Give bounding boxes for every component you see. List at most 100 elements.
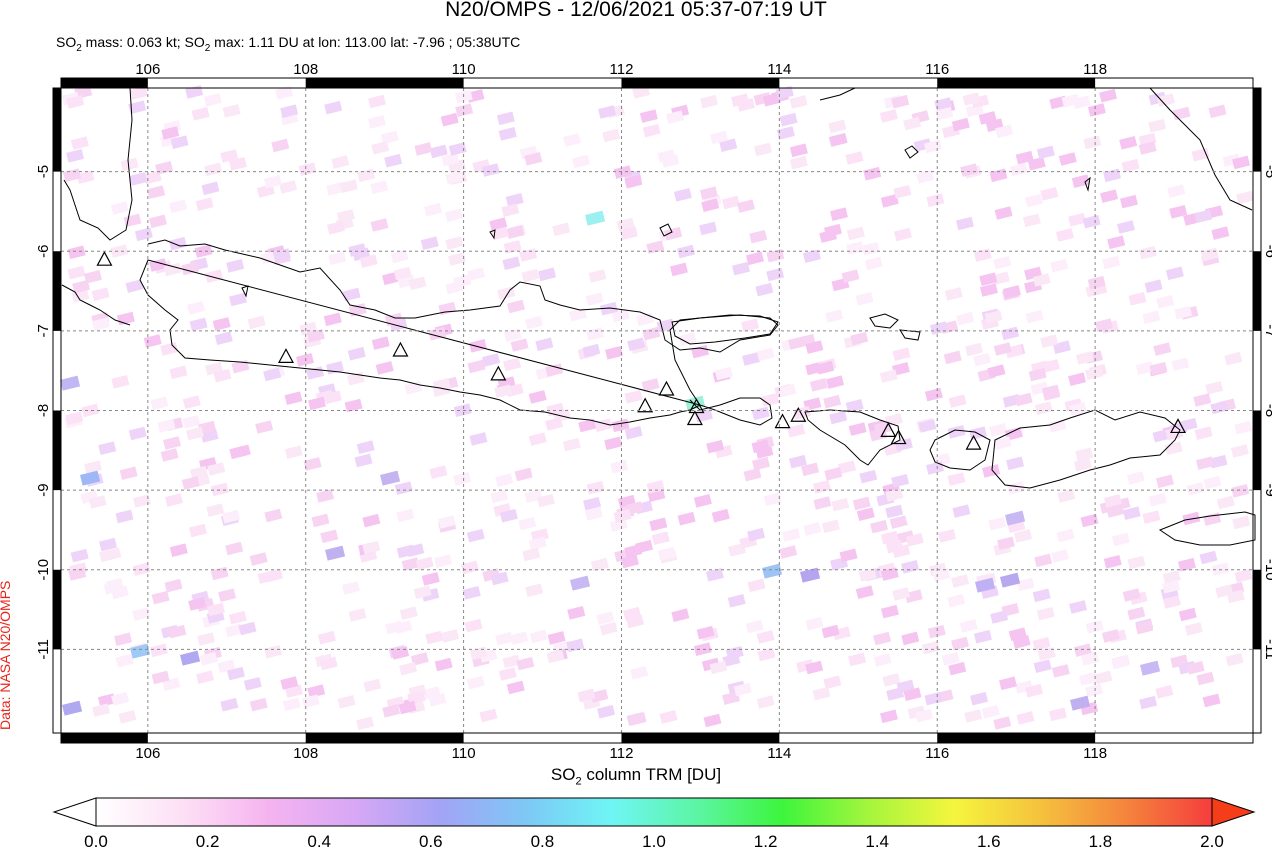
so2-pixel — [934, 97, 953, 111]
so2-pixel — [566, 638, 585, 653]
so2-pixel — [1033, 659, 1052, 674]
so2-pixel — [525, 583, 544, 598]
so2-pixel — [1068, 372, 1087, 387]
so2-pixel — [111, 375, 130, 389]
volcano-icon — [686, 410, 703, 426]
so2-pixel — [620, 554, 639, 569]
map-frame: 106 106 108 108 110 110 112 112 114 114 116 116 118 1… — [35, 61, 1272, 762]
so2-pixel — [1073, 457, 1092, 472]
so2-pixel — [1165, 266, 1184, 281]
so2-pixel — [805, 340, 824, 354]
so2-pixel — [965, 342, 983, 357]
so2-pixel — [973, 629, 992, 644]
so2-pixel — [467, 267, 486, 281]
so2-pixel — [70, 548, 89, 563]
so2-pixel — [128, 426, 147, 441]
so2-pixel — [1209, 454, 1228, 469]
lon-tick-label: 118 — [1083, 745, 1107, 762]
so2-pixel — [503, 357, 522, 372]
so2-pixel — [342, 581, 360, 595]
lon-tick-label: 110 — [452, 745, 476, 762]
so2-pixel — [1144, 279, 1163, 294]
so2-pixel — [1056, 228, 1074, 242]
so2-pixel — [941, 652, 960, 666]
so2-pixel — [1120, 194, 1138, 209]
frame-bar-lon — [61, 78, 148, 88]
so2-pixel — [657, 547, 676, 561]
so2-pixel — [1139, 695, 1158, 710]
so2-pixel — [498, 667, 517, 681]
so2-pixel — [722, 691, 741, 705]
so2-pixel — [263, 367, 282, 382]
lat-tick-label-right: -9 — [1262, 483, 1272, 496]
so2-pixel — [319, 656, 338, 671]
so2-pixel — [384, 153, 403, 168]
so2-pixel — [1111, 532, 1130, 547]
so2-pixel — [752, 456, 770, 471]
so2-pixel — [186, 426, 204, 441]
so2-pixel — [641, 378, 660, 392]
so2-pixel — [1208, 104, 1227, 119]
so2-pixel — [448, 252, 467, 266]
so2-pixel — [1111, 655, 1130, 670]
so2-pixel — [710, 130, 729, 145]
so2-pixel — [536, 493, 555, 508]
so2-pixel — [494, 384, 513, 399]
so2-pixel — [408, 276, 427, 291]
so2-pixel — [1095, 318, 1113, 332]
so2-pixel — [132, 607, 151, 621]
so2-pixel — [845, 151, 864, 165]
so2-pixel-high — [80, 470, 101, 486]
lon-tick-label: 106 — [135, 61, 160, 78]
so2-pixel — [789, 143, 808, 158]
so2-pixel — [624, 389, 643, 404]
so2-pixel — [510, 338, 529, 352]
colorbar-tick-label: 2.0 — [1200, 832, 1224, 851]
so2-pixel — [1117, 220, 1135, 234]
so2-pixel — [1094, 670, 1113, 685]
so2-pixel — [989, 423, 1008, 437]
so2-pixel — [732, 261, 750, 276]
so2-pixel — [943, 350, 962, 365]
so2-pixel — [979, 272, 998, 287]
so2-pixel — [1148, 492, 1167, 507]
so2-pixel — [1048, 707, 1067, 722]
so2-pixel — [1075, 447, 1094, 462]
so2-pixel — [68, 567, 87, 581]
so2-pixel — [691, 344, 710, 359]
so2-pixel — [546, 649, 565, 664]
so2-pixel — [1119, 136, 1138, 150]
so2-pixel — [195, 197, 214, 212]
so2-pixel — [410, 652, 429, 666]
so2-pixel — [802, 249, 821, 264]
so2-pixel — [111, 692, 130, 706]
so2-pixel — [741, 318, 760, 333]
so2-pixel — [516, 656, 535, 671]
so2-pixel — [788, 336, 807, 350]
so2-pixel — [390, 249, 409, 264]
so2-pixel — [993, 436, 1012, 450]
so2-pixel — [257, 570, 276, 584]
so2-pixel — [76, 170, 95, 184]
so2-pixel-high — [1140, 660, 1161, 676]
map-title: N20/OMPS - 12/06/2021 05:37-07:19 UT — [445, 0, 827, 21]
so2-pixel — [1051, 549, 1070, 563]
so2-pixel — [1085, 366, 1104, 381]
so2-pixel — [326, 182, 345, 196]
so2-pixel — [693, 494, 712, 508]
so2-pixel — [396, 544, 415, 559]
so2-pixel — [989, 168, 1008, 183]
so2-pixel — [501, 203, 520, 218]
colorbar-title: SO2 column TRM [DU] — [0, 765, 1272, 787]
so2-pixel — [503, 240, 522, 254]
so2-pixel — [552, 222, 571, 237]
frame-bottom — [60, 732, 1254, 744]
so2-pixel — [994, 206, 1013, 220]
so2-pixel — [228, 157, 247, 171]
frame-top — [60, 77, 1254, 89]
so2-pixel — [585, 292, 604, 306]
so2-pixel — [1149, 361, 1168, 376]
so2-pixel — [1232, 515, 1251, 530]
so2-pixel — [185, 85, 204, 99]
so2-pixel — [1127, 555, 1146, 570]
